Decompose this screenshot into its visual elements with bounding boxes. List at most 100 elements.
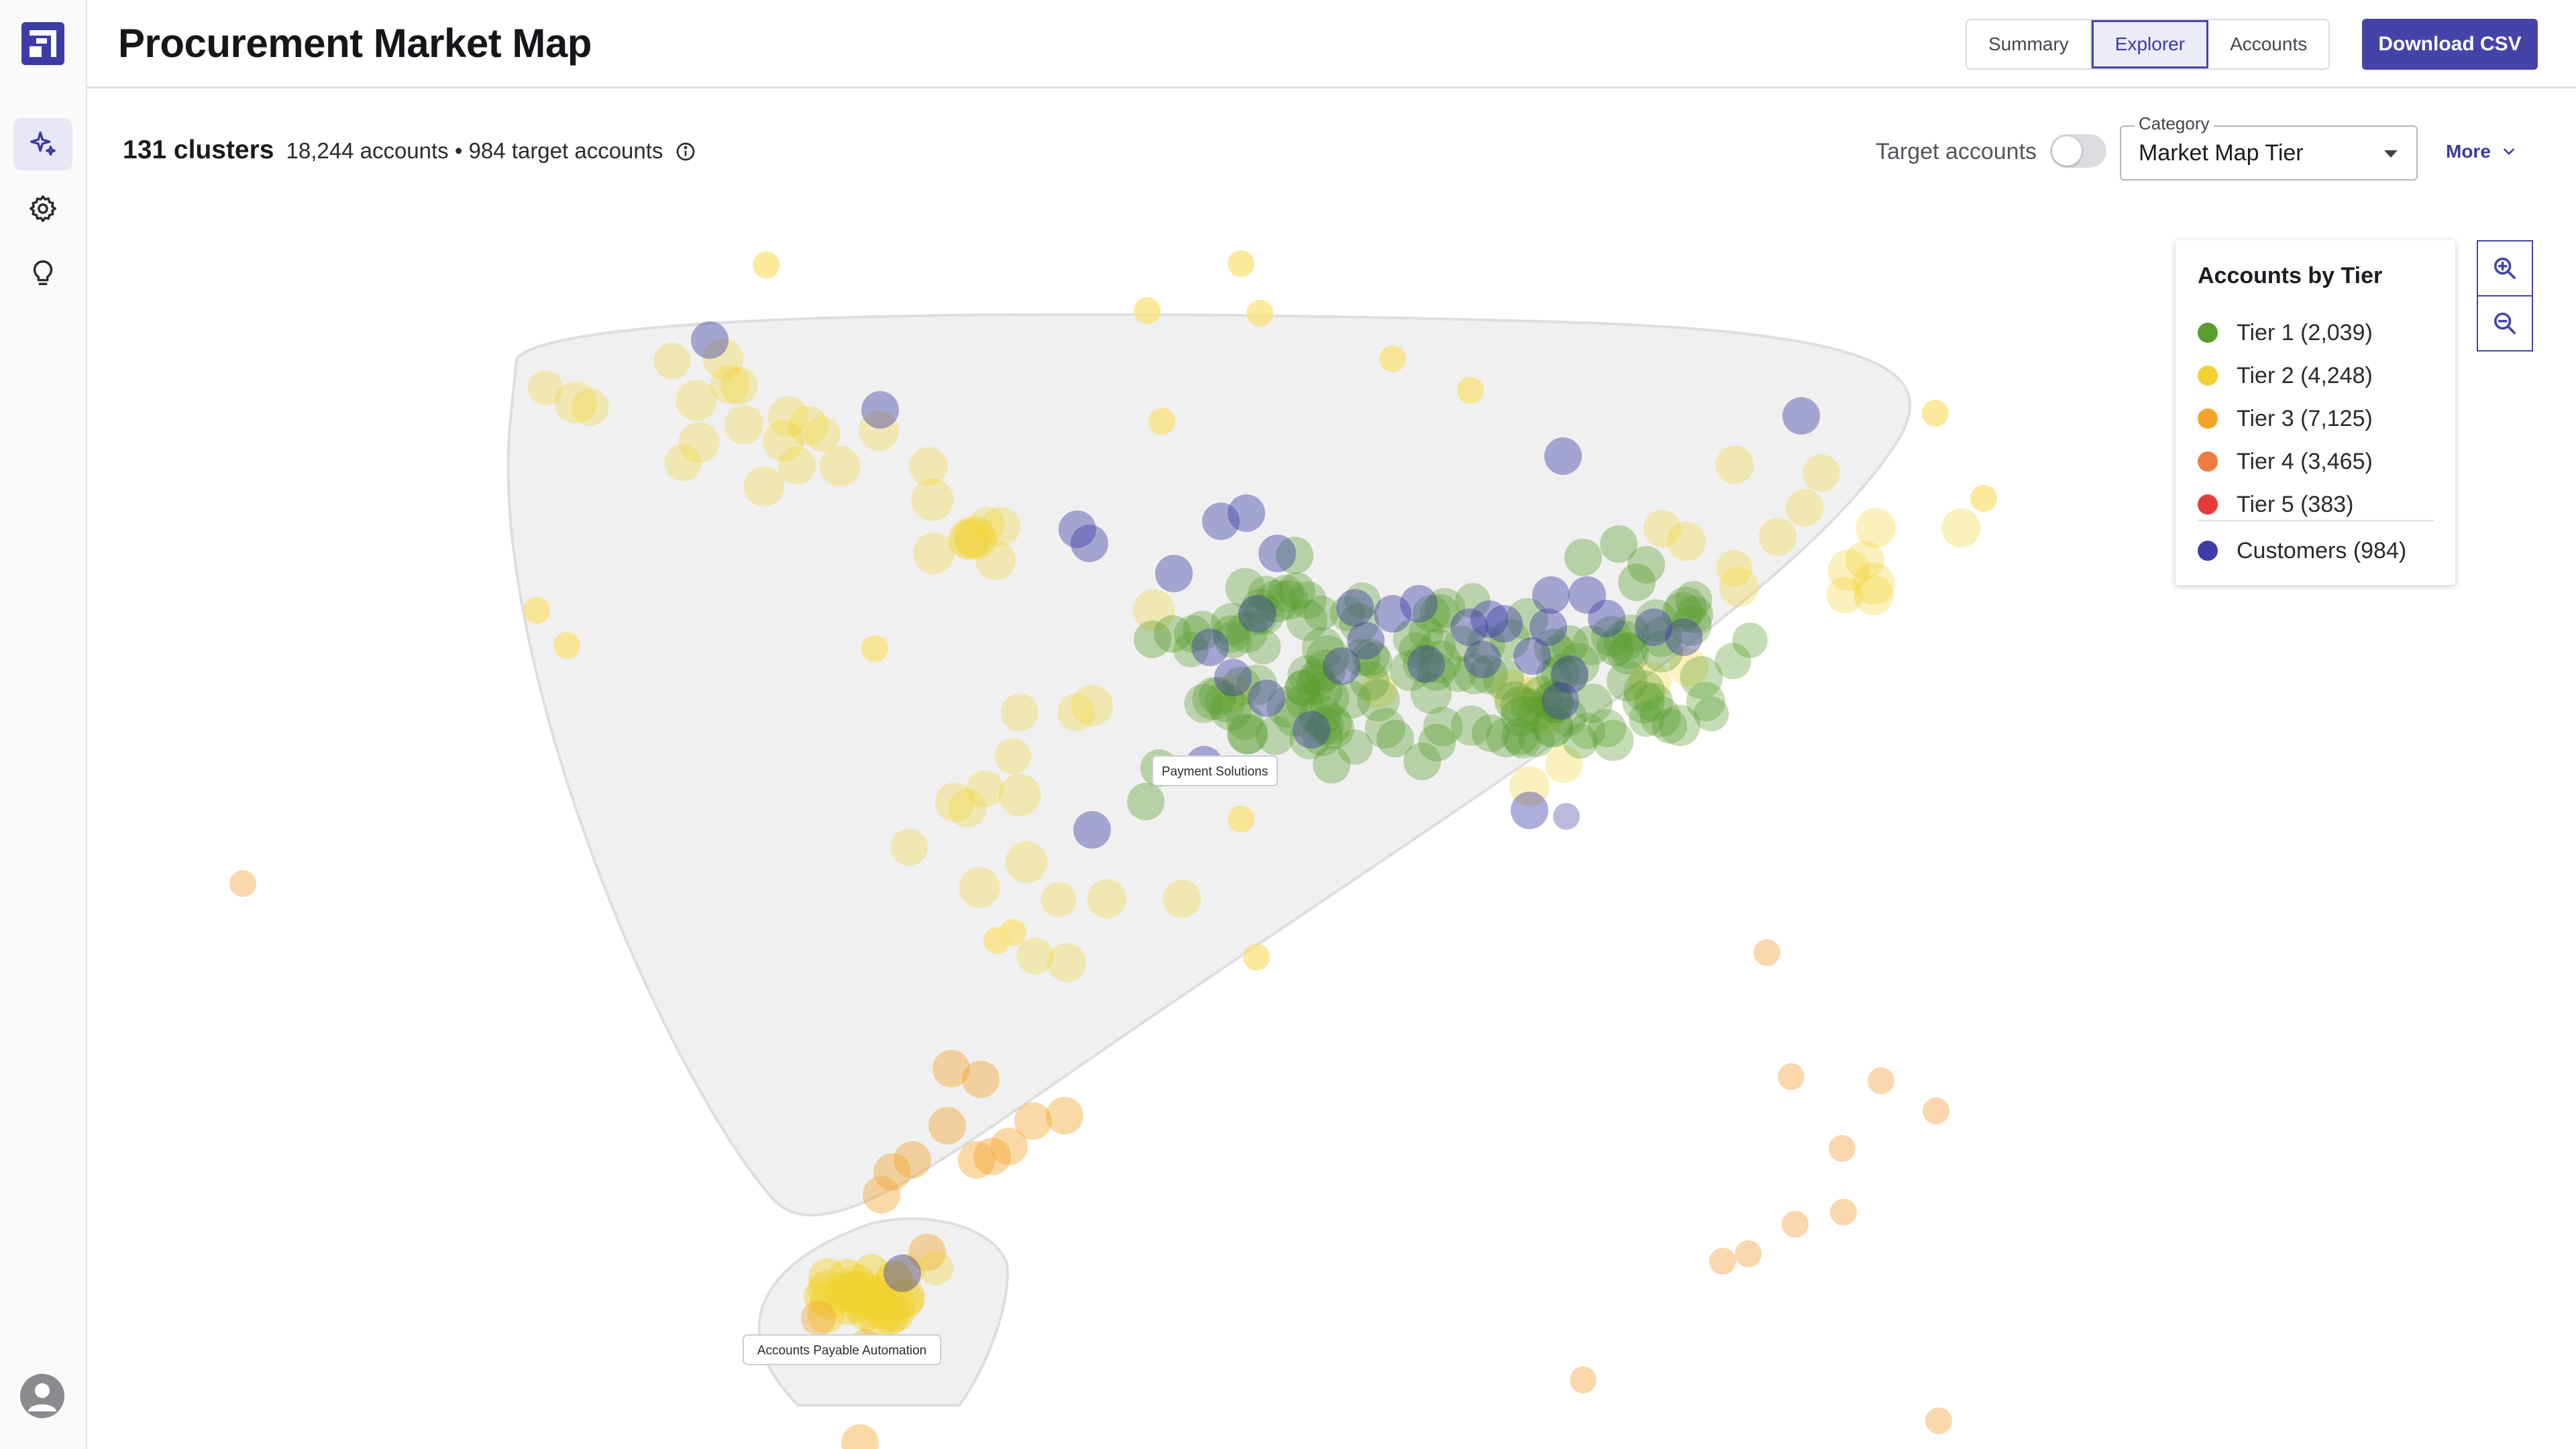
account-point-customer[interactable] <box>1635 608 1672 646</box>
account-point-customer[interactable] <box>1400 585 1438 623</box>
account-point-tier2[interactable] <box>807 1295 845 1334</box>
account-point-tier1[interactable] <box>1403 743 1441 780</box>
account-point-customer[interactable] <box>1202 502 1240 540</box>
account-point-tier1[interactable] <box>1600 525 1638 563</box>
account-point-tier2[interactable] <box>872 1293 910 1331</box>
account-point-tier1[interactable] <box>1192 677 1236 720</box>
account-point-tier2[interactable] <box>966 770 1004 808</box>
account-point-tier2[interactable] <box>1001 694 1038 731</box>
account-point-tier2[interactable] <box>1716 550 1752 586</box>
account-point-customer[interactable] <box>1155 555 1193 592</box>
account-point-tier1[interactable] <box>1364 708 1406 749</box>
account-point-tier1[interactable] <box>1306 707 1344 745</box>
account-point-tier2[interactable] <box>918 1250 953 1285</box>
account-point-tier2[interactable] <box>874 1261 912 1299</box>
account-point-tier1[interactable] <box>1244 594 1285 635</box>
account-point-tier2[interactable] <box>676 380 717 421</box>
account-point-tier2[interactable] <box>1854 575 1894 615</box>
account-point-tier2[interactable] <box>554 381 597 424</box>
account-point-customer[interactable] <box>1553 803 1580 830</box>
tab-summary[interactable]: Summary <box>1967 20 2092 68</box>
account-point-tier2[interactable] <box>824 1273 862 1311</box>
account-point-tier2[interactable] <box>1515 676 1552 712</box>
account-point-tier1[interactable] <box>1210 602 1253 646</box>
account-point-tier1[interactable] <box>1285 669 1321 706</box>
account-point-customer[interactable] <box>1464 641 1501 678</box>
account-point-tier2[interactable] <box>886 1281 924 1319</box>
account-point-tier2[interactable] <box>1941 508 1981 548</box>
download-csv-button[interactable]: Download CSV <box>2362 19 2538 70</box>
account-point-tier2[interactable] <box>875 1260 914 1299</box>
account-point-tier3[interactable] <box>873 1153 911 1191</box>
account-point-tier1[interactable] <box>1468 655 1508 694</box>
account-point-tier2[interactable] <box>1922 400 1949 427</box>
account-point-tier1[interactable] <box>1256 716 1295 755</box>
account-point-tier1[interactable] <box>1518 720 1555 757</box>
account-point-tier2[interactable] <box>828 1258 867 1297</box>
account-point-tier1[interactable] <box>1659 704 1701 747</box>
account-point-tier1[interactable] <box>1521 676 1562 717</box>
account-point-tier2[interactable] <box>1057 693 1095 732</box>
zoom-out-button[interactable] <box>2477 295 2533 352</box>
account-point-tier1[interactable] <box>1236 664 1278 706</box>
account-point-tier1[interactable] <box>1486 718 1525 757</box>
account-point-tier2[interactable] <box>807 1270 845 1308</box>
account-point-tier1[interactable] <box>1671 605 1712 646</box>
account-point-tier1[interactable] <box>1278 572 1316 610</box>
account-point-tier2[interactable] <box>839 1284 877 1322</box>
account-point-tier1[interactable] <box>1562 723 1598 759</box>
account-point-customer[interactable] <box>1529 608 1567 646</box>
account-point-tier2[interactable] <box>975 540 1016 580</box>
account-point-tier2[interactable] <box>1005 841 1048 883</box>
account-point-tier3[interactable] <box>1829 1135 1856 1162</box>
account-point-tier2[interactable] <box>1669 647 1709 688</box>
info-icon[interactable] <box>675 141 696 162</box>
account-point-tier2[interactable] <box>858 410 900 451</box>
account-point-customer[interactable] <box>1228 494 1265 532</box>
account-point-tier1[interactable] <box>1304 672 1343 710</box>
account-point-tier1[interactable] <box>1205 682 1246 722</box>
account-point-tier1[interactable] <box>1629 701 1664 737</box>
account-point-tier1[interactable] <box>1418 641 1462 684</box>
account-point-customer[interactable] <box>1665 619 1703 656</box>
tab-explorer[interactable]: Explorer <box>2091 20 2209 68</box>
account-point-tier1[interactable] <box>1676 596 1713 633</box>
account-point-tier1[interactable] <box>1591 616 1632 657</box>
account-point-tier2[interactable] <box>838 1278 876 1316</box>
account-point-tier1[interactable] <box>1214 621 1252 659</box>
account-point-tier2[interactable] <box>1228 250 1254 277</box>
account-point-tier2[interactable] <box>835 1275 873 1313</box>
account-point-tier3[interactable] <box>1925 1407 1952 1434</box>
legend-item-tier5[interactable]: Tier 5 (383) <box>2198 491 2353 518</box>
account-point-tier2[interactable] <box>553 632 580 659</box>
account-point-tier3[interactable] <box>1868 1067 1894 1094</box>
account-point-customer[interactable] <box>1532 576 1570 614</box>
account-point-customer[interactable] <box>1073 811 1111 849</box>
account-point-tier1[interactable] <box>1284 670 1321 707</box>
account-point-tier1[interactable] <box>1343 639 1381 676</box>
app-logo[interactable] <box>21 22 64 65</box>
account-point-customer[interactable] <box>1323 647 1360 685</box>
account-point-tier1[interactable] <box>1419 594 1460 634</box>
account-point-tier1[interactable] <box>1664 586 1707 629</box>
account-point-tier1[interactable] <box>1534 680 1574 720</box>
account-point-tier1[interactable] <box>1640 696 1681 737</box>
account-point-tier2[interactable] <box>743 466 785 507</box>
account-point-tier2[interactable] <box>1544 745 1583 784</box>
account-point-tier2[interactable] <box>1087 879 1127 919</box>
account-point-tier2[interactable] <box>934 782 975 822</box>
account-point-tier1[interactable] <box>1210 689 1252 731</box>
account-point-customer[interactable] <box>1071 525 1108 562</box>
account-point-tier1[interactable] <box>1357 678 1400 722</box>
account-point-tier1[interactable] <box>1534 629 1573 667</box>
account-point-tier1[interactable] <box>1593 720 1634 761</box>
account-point-tier2[interactable] <box>877 1285 916 1323</box>
account-point-tier1[interactable] <box>1289 718 1330 760</box>
account-point-tier1[interactable] <box>1352 639 1390 676</box>
account-point-tier2[interactable] <box>1666 521 1707 561</box>
account-point-tier3[interactable] <box>962 1061 1000 1098</box>
account-point-tier1[interactable] <box>1339 602 1379 643</box>
account-point-tier1[interactable] <box>1494 681 1535 722</box>
account-point-tier1[interactable] <box>1228 714 1268 754</box>
legend-item-tier4[interactable]: Tier 4 (3,465) <box>2198 448 2373 475</box>
